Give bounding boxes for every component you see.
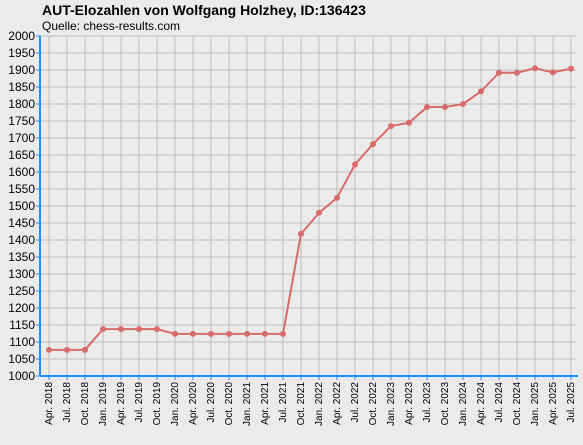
y-tick-label: 1500	[8, 199, 35, 213]
data-point	[406, 119, 412, 126]
x-tick-label: Jul. 2024	[494, 382, 505, 423]
x-tick-label: Oct. 2023	[440, 382, 451, 426]
x-tick-label: Jul. 2018	[62, 382, 73, 423]
data-point	[244, 330, 250, 337]
y-tick-label: 1650	[8, 148, 35, 162]
y-tick-label: 1800	[8, 97, 35, 111]
x-tick-label: Apr. 2019	[116, 382, 127, 425]
data-point	[316, 209, 322, 216]
data-point	[82, 346, 88, 353]
series-elo	[46, 65, 574, 353]
data-point	[226, 330, 232, 337]
data-point	[514, 69, 520, 76]
data-point	[478, 88, 484, 95]
data-point	[262, 330, 268, 337]
y-axis-tick-labels: 1000 1050 1100 1150 1200 1250 1300 1350 1400 1450…	[8, 29, 35, 383]
x-tick-label: Apr. 2024	[476, 382, 487, 425]
grid-lines	[40, 35, 576, 377]
y-tick-label: 1600	[8, 165, 35, 179]
data-point	[424, 104, 430, 111]
y-tick-label: 1550	[8, 182, 35, 196]
y-tick-label: 1700	[8, 131, 35, 145]
x-tick-label: Jul. 2021	[278, 382, 289, 423]
data-point	[280, 330, 286, 337]
data-point	[46, 346, 52, 353]
x-tick-label: Oct. 2024	[512, 382, 523, 426]
data-point	[154, 326, 160, 333]
x-tick-label: Oct. 2020	[224, 382, 235, 426]
x-tick-label: Jan. 2021	[242, 382, 253, 426]
y-tick-label: 1450	[8, 216, 35, 230]
data-point	[388, 123, 394, 130]
y-tick-label: 1300	[8, 267, 35, 281]
x-tick-label: Jul. 2020	[206, 382, 217, 423]
data-point	[208, 330, 214, 337]
data-point	[190, 330, 196, 337]
x-tick-label: Oct. 2021	[296, 382, 307, 426]
x-tick-label: Apr. 2023	[404, 382, 415, 425]
y-tick-label: 2000	[8, 29, 35, 43]
x-tick-label: Jan. 2020	[170, 382, 181, 426]
x-tick-label: Jul. 2025	[566, 382, 577, 423]
data-point	[100, 326, 106, 333]
x-tick-label: Apr. 2021	[260, 382, 271, 425]
data-point	[64, 346, 70, 353]
chart-subtitle: Quelle: chess-results.com	[42, 19, 181, 33]
data-point	[370, 141, 376, 148]
x-tick-label: Jan. 2019	[98, 382, 109, 426]
x-tick-label: Jan. 2022	[314, 382, 325, 426]
y-tick-label: 1100	[9, 335, 35, 349]
data-point	[568, 65, 574, 72]
data-point	[532, 65, 538, 72]
data-point	[352, 161, 358, 168]
y-tick-label: 1150	[9, 318, 35, 332]
data-point	[298, 230, 304, 237]
y-tick-label: 1250	[8, 284, 35, 298]
axes	[36, 35, 578, 380]
data-point	[496, 69, 502, 76]
x-tick-label: Jan. 2025	[530, 382, 541, 426]
data-point	[334, 194, 340, 201]
y-tick-label: 1000	[8, 369, 35, 383]
y-tick-label: 1750	[8, 114, 35, 128]
data-point	[118, 326, 124, 333]
y-tick-label: 1850	[8, 80, 35, 94]
x-tick-label: Jul. 2023	[422, 382, 433, 423]
x-axis-tick-labels: Apr. 2018 Jul. 2018 Oct. 2018 Jan. 2019 Apr.…	[44, 382, 577, 426]
y-tick-label: 1050	[8, 352, 35, 366]
data-point	[136, 326, 142, 333]
y-tick-label: 1900	[8, 63, 35, 77]
x-tick-label: Jan. 2024	[458, 382, 469, 426]
data-point	[460, 101, 466, 107]
y-tick-label: 1350	[8, 250, 35, 264]
chart-title: AUT-Elozahlen von Wolfgang Holzhey, ID:1…	[42, 2, 366, 18]
x-tick-label: Oct. 2018	[80, 382, 91, 426]
y-tick-label: 1950	[8, 46, 35, 60]
x-tick-label: Jul. 2019	[134, 382, 145, 423]
x-tick-label: Apr. 2025	[548, 382, 559, 425]
y-tick-label: 1400	[8, 233, 35, 247]
data-point	[442, 104, 448, 111]
x-tick-label: Oct. 2022	[368, 382, 379, 426]
x-tick-label: Apr. 2022	[332, 382, 343, 425]
x-tick-label: Jul. 2022	[350, 382, 361, 423]
data-point	[550, 69, 556, 76]
data-point	[172, 330, 178, 337]
x-tick-label: Apr. 2020	[188, 382, 199, 425]
x-tick-label: Oct. 2019	[152, 382, 163, 426]
y-tick-label: 1200	[8, 301, 35, 315]
x-tick-label: Apr. 2018	[44, 382, 55, 425]
x-tick-label: Jan. 2023	[386, 382, 397, 426]
